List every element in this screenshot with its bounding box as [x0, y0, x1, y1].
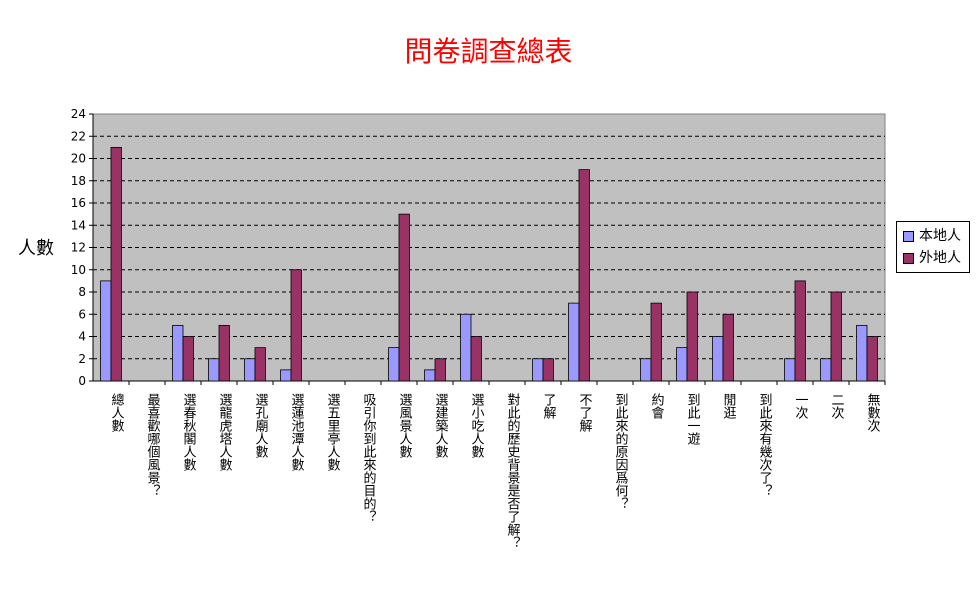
legend-item-foreign: 外地人 [903, 250, 961, 266]
bar-foreign [686, 291, 698, 382]
bar-foreign [182, 336, 194, 382]
bar-local [712, 336, 724, 382]
bar-local [676, 347, 688, 382]
y-axis-label: 人數 [18, 238, 54, 259]
x-tick-label: 不了解 [577, 393, 593, 433]
bar-foreign [650, 302, 662, 382]
bar-local [208, 358, 220, 382]
legend-swatch-local [903, 230, 914, 242]
bar-foreign [254, 347, 266, 382]
x-tick-label: 到此來的原因爲何？ [613, 393, 629, 510]
y-tick-label: 2 [78, 352, 86, 366]
x-tick-label: 選五里亭人數 [325, 393, 341, 472]
x-tick-label: 選風景人數 [397, 393, 413, 459]
x-tick-label: 對此的歷史背景是否了解？ [505, 393, 521, 549]
y-tick-label: 22 [71, 129, 86, 143]
x-tick-label: 選春秋閣人數 [181, 393, 197, 472]
y-tick-label: 16 [71, 196, 86, 210]
y-tick-label: 12 [71, 241, 86, 255]
legend: 本地人 外地人 [896, 221, 970, 273]
chart-title: 問卷調查總表 [404, 35, 573, 68]
legend-label-foreign: 外地人 [919, 250, 961, 266]
y-tick-label: 20 [71, 152, 86, 166]
bar-foreign [434, 358, 446, 382]
x-tick-label: 選建築人數 [433, 393, 449, 459]
x-tick-label: 到此一遊 [685, 393, 701, 446]
bar-local [244, 358, 256, 382]
bar-foreign [290, 269, 302, 382]
bar-local [172, 324, 184, 382]
bar-foreign [866, 336, 878, 382]
x-tick-label: 二次 [829, 393, 845, 419]
bar-local [568, 302, 580, 382]
x-tick-label: 選孔廟人數 [253, 393, 269, 459]
bar-local [784, 358, 796, 382]
y-tick-label: 6 [78, 307, 86, 321]
x-tick-label: 約會 [649, 393, 665, 420]
bar-foreign [110, 146, 122, 382]
bar-foreign [578, 169, 590, 382]
bar-local [388, 347, 400, 382]
bar-foreign [830, 291, 842, 382]
x-tick-label: 選蓮池潭人數 [289, 393, 305, 472]
bar-local [856, 324, 868, 382]
bar-local [460, 313, 472, 382]
x-tick-label: 最喜歡哪個風景？ [145, 393, 161, 497]
y-tick-label: 4 [78, 330, 86, 344]
y-tick-label: 10 [71, 263, 86, 277]
bar-local [640, 358, 652, 382]
x-tick-label: 吸引你到此來的目的？ [361, 393, 377, 523]
legend-item-local: 本地人 [903, 228, 961, 244]
x-tick-label: 無數次 [865, 393, 881, 432]
legend-label-local: 本地人 [919, 228, 961, 244]
x-tick-label: 選小吃人數 [469, 393, 485, 459]
bar-local [532, 358, 544, 382]
bar-local [100, 280, 112, 382]
bar-local [820, 358, 832, 382]
y-tick-label: 14 [71, 218, 86, 232]
bar-foreign [794, 280, 806, 382]
bar-foreign [398, 213, 410, 382]
bar-foreign [722, 313, 734, 382]
y-tick-label: 0 [78, 374, 86, 388]
y-tick-label: 24 [71, 107, 86, 121]
legend-swatch-foreign [903, 252, 914, 264]
x-tick-label: 了解 [541, 393, 557, 420]
x-tick-label: 選龍虎塔人數 [217, 393, 233, 472]
y-tick-label: 8 [78, 285, 86, 299]
bar-foreign [218, 324, 230, 382]
bar-foreign [470, 336, 482, 382]
y-tick-label: 18 [71, 174, 86, 188]
bar-local [280, 369, 292, 382]
bar-foreign [542, 358, 554, 382]
x-tick-label: 總人數 [109, 392, 125, 433]
x-tick-label: 到此來有幾次了？ [757, 393, 773, 497]
bar-local [424, 369, 436, 382]
x-tick-label: 一次 [793, 393, 809, 419]
x-tick-label: 閒逛 [721, 393, 737, 419]
